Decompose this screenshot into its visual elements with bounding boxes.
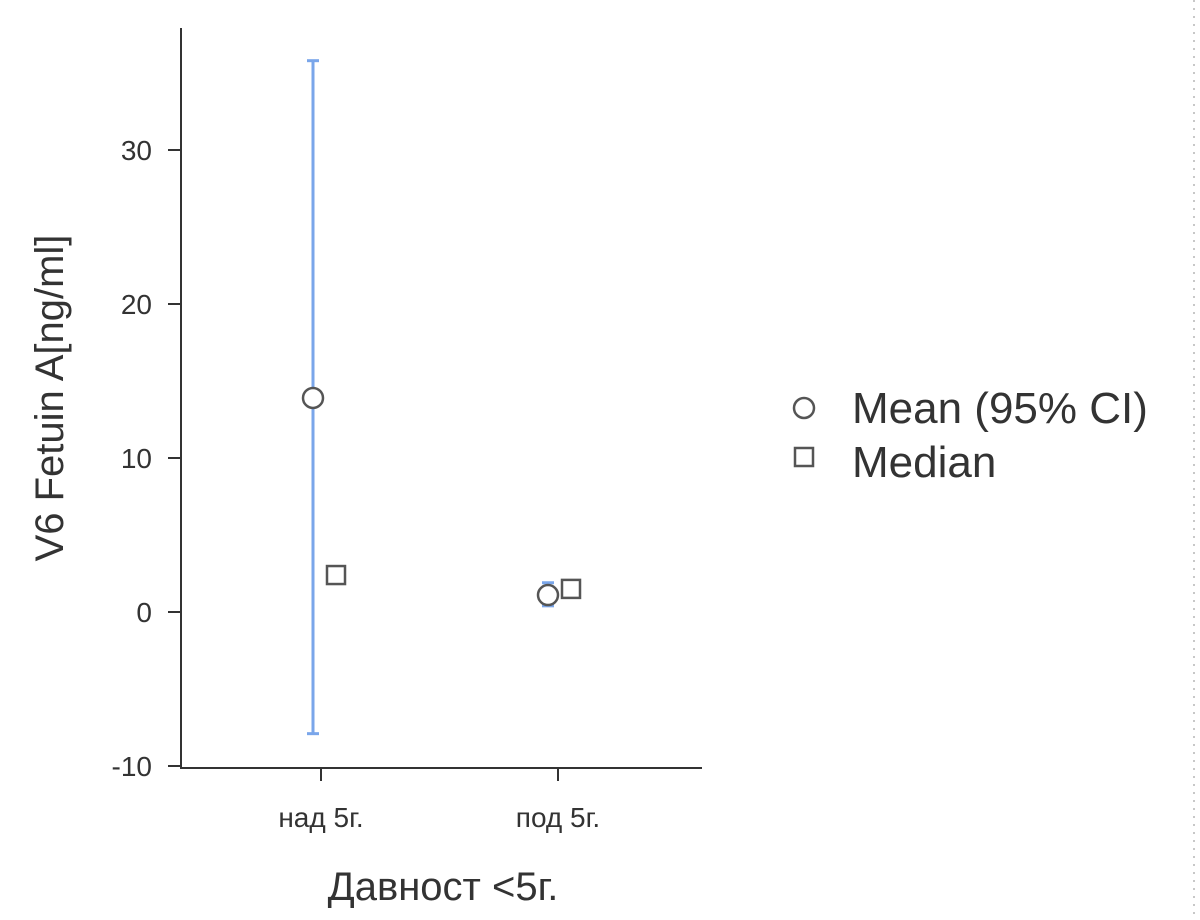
legend-median-label: Median: [852, 438, 996, 487]
x-axis-title: Давност <5г.: [328, 865, 559, 909]
y-tick-label: 30: [121, 135, 152, 166]
x-tick-label: под 5г.: [516, 802, 600, 833]
y-tick-label: 10: [121, 443, 152, 474]
y-tick-label: 0: [136, 597, 152, 628]
y-axis-title: V6 Fetuin A[ng/ml]: [28, 235, 72, 562]
mean-point: [301, 386, 325, 410]
x-tick-label: над 5г.: [278, 802, 363, 833]
legend-mean-label: Mean (95% CI): [852, 384, 1148, 433]
axes: -10 0 10 20 30 над 5г. под 5г.: [112, 28, 702, 833]
y-tick-label: 20: [121, 289, 152, 320]
median-point: [560, 578, 582, 600]
mean-point: [536, 583, 560, 607]
y-tick-label: -10: [112, 751, 152, 782]
legend: Mean (95% CI) Median: [792, 384, 1148, 487]
legend-median-marker: [793, 446, 815, 468]
median-point: [325, 564, 347, 586]
legend-mean-marker: [792, 396, 816, 420]
plot-area: [301, 59, 582, 736]
